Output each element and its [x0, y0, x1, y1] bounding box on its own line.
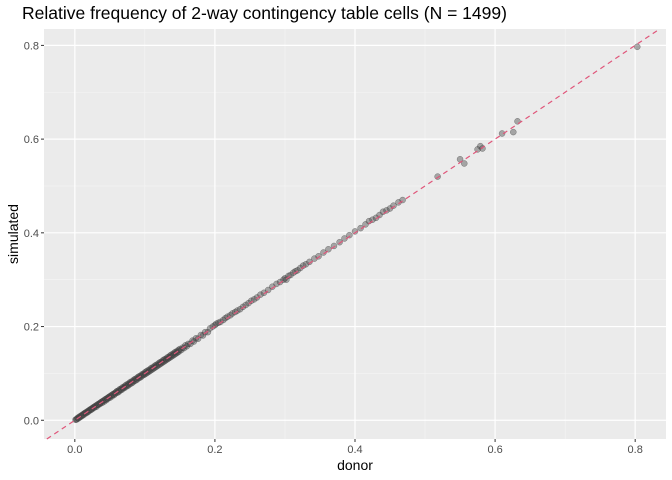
x-tick-label: 0.6 — [487, 444, 502, 456]
y-axis-ticks: 0.0 0.2 0.4 0.6 0.8 — [24, 40, 44, 427]
data-point — [357, 224, 364, 232]
data-point — [634, 43, 641, 51]
data-point — [383, 207, 390, 214]
x-tick-label: 0.0 — [67, 444, 82, 456]
reference-line-group — [46, 28, 661, 440]
y-tick-label: 0.8 — [24, 40, 39, 52]
x-axis-label: donor — [337, 457, 373, 473]
y-tick-label: 0.4 — [24, 228, 39, 240]
data-point — [351, 228, 359, 235]
y-tick-label: 0.6 — [24, 134, 39, 146]
data-point — [204, 328, 212, 336]
x-tick-label: 0.4 — [347, 444, 362, 456]
data-point — [498, 130, 506, 137]
data-point — [461, 160, 468, 167]
data-point — [510, 128, 517, 136]
data-point — [376, 211, 383, 219]
x-tick-label: 0.2 — [207, 444, 222, 456]
y-axis-label: simulated — [5, 204, 21, 264]
data-point — [192, 335, 200, 342]
data-point — [257, 291, 264, 298]
y-tick-label: 0.0 — [24, 415, 39, 427]
data-point — [336, 238, 343, 246]
x-tick-label: 0.8 — [628, 444, 643, 456]
data-point — [390, 202, 397, 209]
data-point — [362, 221, 369, 228]
x-axis-ticks: 0.0 0.2 0.4 0.6 0.8 — [67, 439, 643, 456]
reference-line — [46, 28, 661, 440]
grid-major — [44, 29, 666, 439]
data-point — [346, 231, 353, 239]
chart-title: Relative frequency of 2-way contingency … — [22, 3, 507, 23]
data-point — [369, 216, 376, 223]
y-tick-label: 0.2 — [24, 322, 39, 334]
